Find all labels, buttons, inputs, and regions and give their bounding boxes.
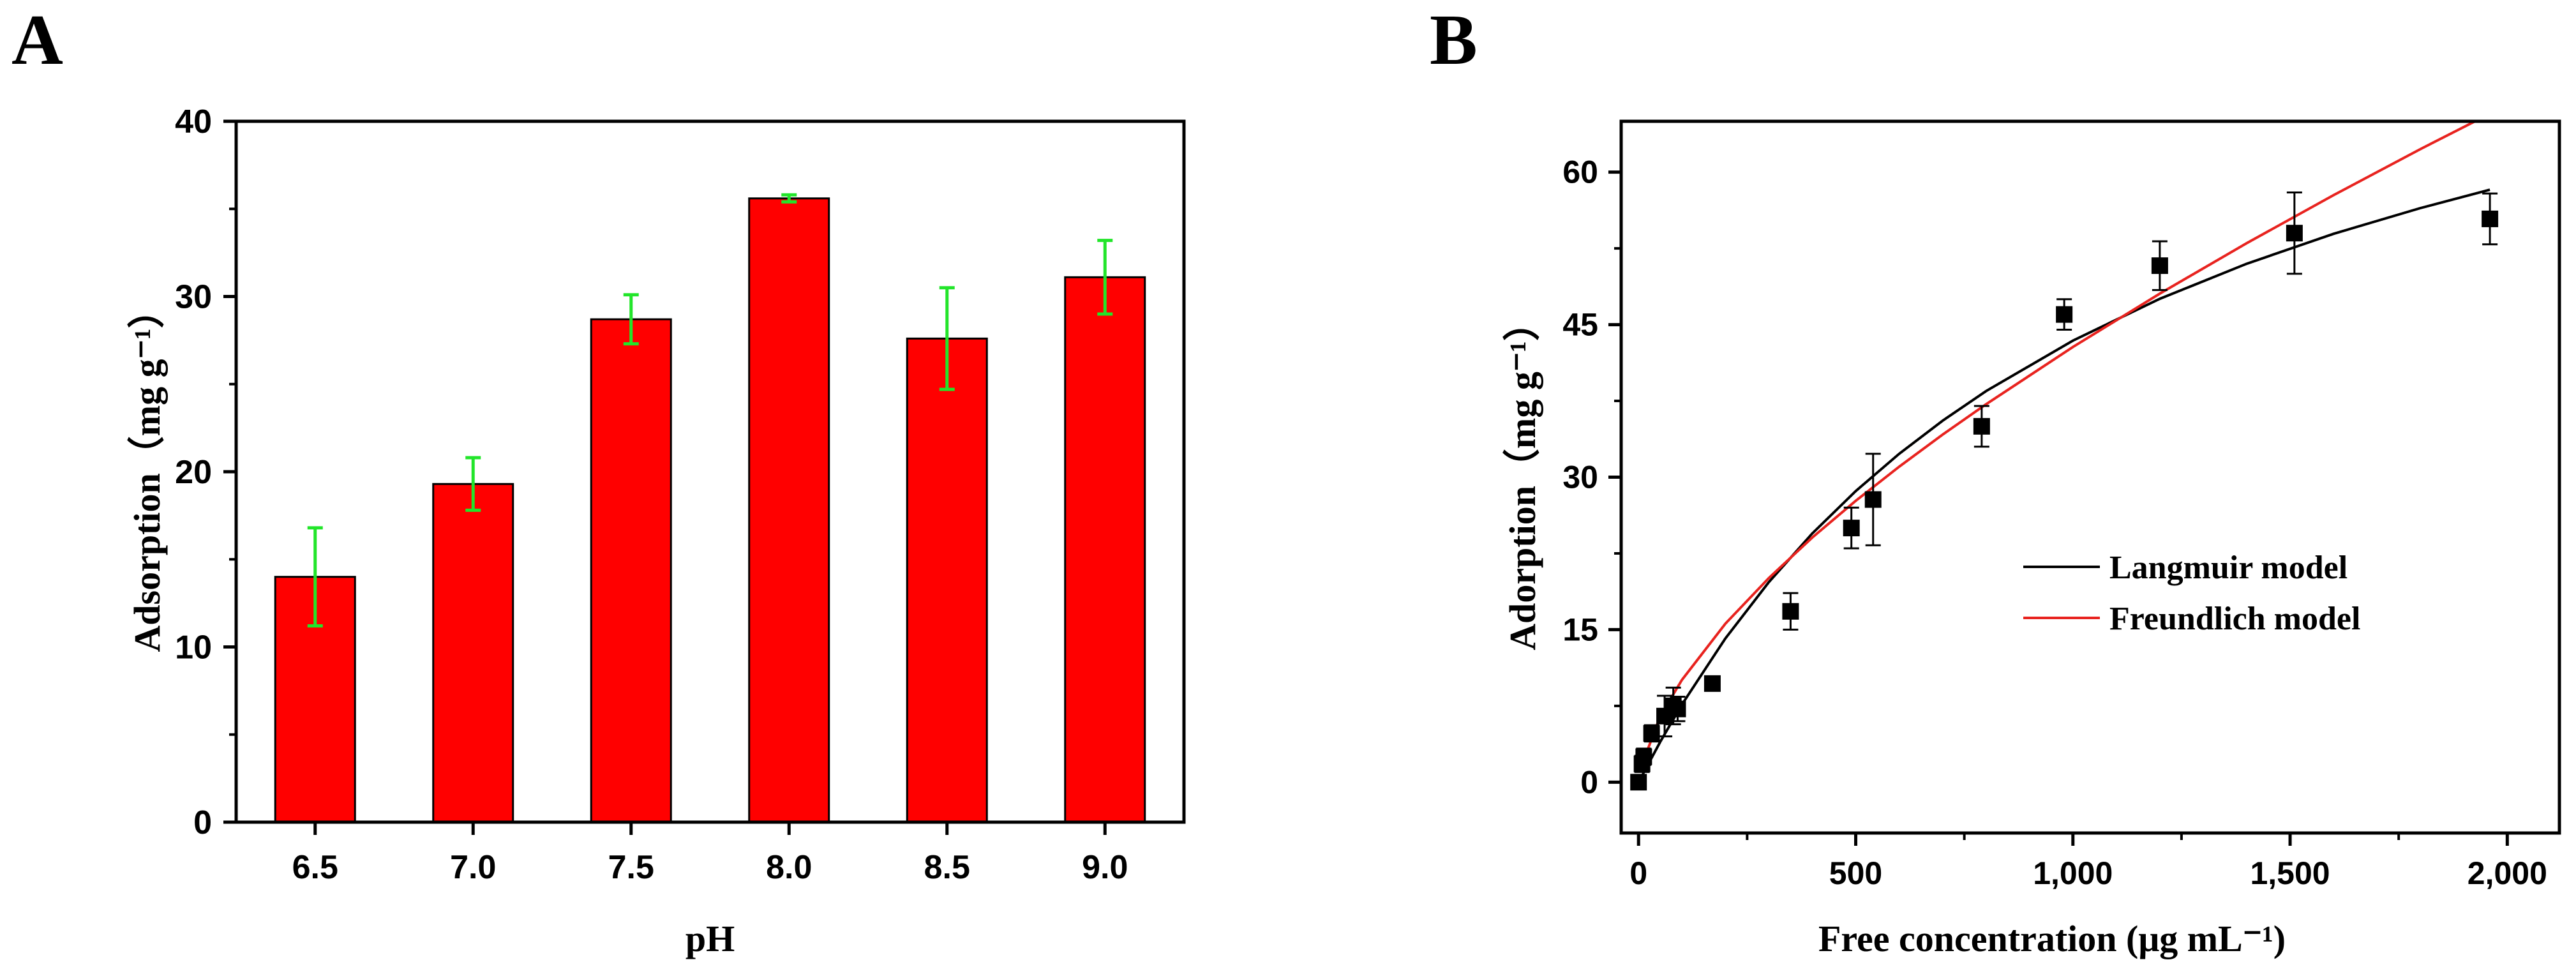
panel-label-a: A	[11, 1, 63, 80]
data-point	[2482, 210, 2499, 227]
y-axis-a: 0 10 20 30 40	[175, 103, 236, 841]
curve-langmuir-model	[1637, 188, 2490, 783]
y-tick-label: 30	[175, 279, 212, 316]
plot-frame-b	[1619, 119, 2561, 835]
x-tick-label: 2,000	[2467, 855, 2547, 891]
data-point	[1643, 724, 1660, 742]
y-axis-title-b: Adorption（mg g⁻¹）	[1502, 304, 1543, 650]
bar-7.0	[432, 483, 514, 823]
panel-label-b: B	[1430, 1, 1478, 80]
plot-frame-a	[234, 119, 1186, 824]
x-tick-label: 1,500	[2250, 855, 2330, 891]
x-tick-label: 1,000	[2033, 855, 2113, 891]
data-point	[1630, 774, 1647, 791]
x-tick-label: 8.5	[924, 849, 970, 886]
legend: Langmuir model Freundlich model	[2023, 550, 2360, 637]
x-axis-b: 0 500 1,000 1,500 2,000	[1629, 833, 2547, 891]
curve-freundlich-model	[1639, 121, 2478, 769]
y-tick-label: 10	[175, 629, 212, 666]
data-point	[1864, 491, 1882, 508]
bar-group	[274, 197, 1146, 823]
x-tick-label: 7.5	[608, 849, 654, 886]
bar-7.5	[590, 318, 672, 823]
legend-label-freundlich: Freundlich model	[2109, 601, 2360, 637]
data-point	[1782, 603, 1799, 620]
x-axis-a: 6.5 7.0 7.5 8.0 8.5 9.0	[292, 822, 1128, 886]
x-tick-label: 8.0	[766, 849, 812, 886]
x-tick-label: 7.0	[450, 849, 496, 886]
x-tick-label: 9.0	[1082, 849, 1128, 886]
scatter-chart-panel-b: 0 15 30 45 60 0 500 1,000 1,500 2,000 Free conce…	[1502, 119, 2561, 959]
x-axis-title-b: Free concentration (μg mL⁻¹)	[1818, 918, 2286, 959]
y-tick-label: 0	[1580, 764, 1598, 800]
y-tick-label: 20	[175, 454, 212, 491]
x-tick-label: 500	[1829, 855, 1882, 891]
x-axis-title-a: pH	[685, 918, 735, 959]
data-point	[2286, 225, 2303, 242]
x-tick-label: 6.5	[292, 849, 338, 886]
data-points	[1630, 191, 2499, 791]
bar-chart-panel-a: 0 10 20 30 40 6.5 7.0 7.5 8.0 8.5 9.0 pH Adsorpti…	[126, 103, 1186, 959]
bar-9.0	[1064, 276, 1146, 823]
y-tick-label: 0	[193, 804, 212, 841]
y-tick-label: 40	[175, 103, 212, 140]
bar-8.0	[748, 197, 830, 823]
data-point	[1843, 520, 1860, 537]
error-bar-group	[307, 193, 1113, 628]
data-point	[2056, 306, 2073, 323]
legend-label-langmuir: Langmuir model	[2109, 550, 2348, 586]
y-tick-label: 30	[1562, 460, 1598, 495]
data-point	[1669, 700, 1686, 717]
y-axis-b: 0 15 30 45 60	[1562, 154, 1621, 800]
x-tick-label: 0	[1629, 855, 1647, 891]
data-point	[1973, 417, 1990, 435]
y-tick-label: 15	[1562, 612, 1598, 647]
data-point	[1704, 675, 1721, 692]
y-tick-label: 45	[1562, 307, 1598, 343]
y-tick-label: 60	[1562, 154, 1598, 190]
bar-8.5	[906, 337, 988, 823]
data-point	[1635, 748, 1652, 765]
y-axis-title-a: Adsorption（mg g⁻¹）	[126, 291, 168, 652]
model-curves	[1637, 121, 2490, 783]
data-point	[2151, 257, 2168, 274]
